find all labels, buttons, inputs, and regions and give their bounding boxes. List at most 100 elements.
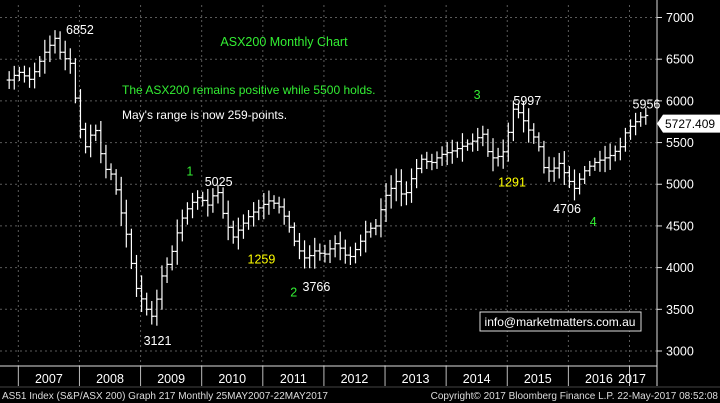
- ohlc-bar: [27, 67, 33, 88]
- ohlc-bar: [368, 222, 374, 238]
- ohlc-bar: [67, 48, 73, 74]
- annotation-label: 3766: [303, 280, 331, 294]
- ohlc-bar: [439, 146, 445, 166]
- footer-right: Copyright© 2017 Bloomberg Finance L.P. 2…: [431, 391, 719, 402]
- ohlc-bar: [643, 107, 649, 125]
- x-tick-label: 2009: [157, 372, 185, 386]
- ohlc-bar: [602, 145, 608, 173]
- annotation-label: 6852: [66, 23, 94, 37]
- ohlc-bar: [271, 195, 277, 209]
- y-tick-label: 7000: [666, 11, 694, 25]
- note-support: The ASX200 remains positive while 5500 h…: [122, 83, 375, 97]
- axis-layer: 3000 3500 4000 4500 5000 5500 6000 6500 7000 2007…: [0, 0, 694, 386]
- x-tick-label: 2013: [402, 372, 430, 386]
- ohlc-bar: [169, 245, 175, 271]
- ohlc-bar: [57, 31, 63, 60]
- ohlc-bar: [108, 163, 114, 181]
- grid-layer: [0, 5, 657, 366]
- ohlc-bar: [144, 292, 150, 316]
- ohlc-bar: [398, 169, 404, 207]
- annotation-label: 5997: [513, 94, 541, 108]
- ohlc-bar: [103, 144, 109, 179]
- annotation-label: 3: [474, 88, 481, 102]
- annotation-label: 3121: [144, 334, 172, 348]
- x-tick-label: 2014: [463, 372, 491, 386]
- ohlc-bar: [490, 138, 496, 172]
- ohlc-bar: [302, 240, 308, 269]
- ohlc-bar: [459, 133, 465, 162]
- ohlc-bar: [475, 127, 481, 151]
- ohlc-bar: [174, 219, 180, 265]
- ohlc-bar: [485, 128, 491, 157]
- note-range: May's range is now 259-points.: [122, 108, 287, 122]
- x-tick-label: 2007: [35, 372, 63, 386]
- ohlc-bar: [541, 140, 547, 174]
- ohlc-bar: [205, 188, 211, 217]
- ohlc-bar: [393, 168, 399, 202]
- ohlc-bar: [123, 199, 129, 248]
- x-tick-label: 2010: [218, 372, 246, 386]
- ohlc-bar: [6, 71, 12, 89]
- ohlc-bar: [510, 100, 516, 142]
- ohlc-bar: [307, 245, 313, 269]
- ohlc-bar: [256, 199, 262, 221]
- annotation-label: 5956: [633, 98, 661, 112]
- ohlc-bar: [296, 233, 302, 260]
- price-layer: [6, 30, 649, 326]
- y-tick-label: 4500: [666, 219, 694, 233]
- ohlc-bar: [266, 190, 272, 215]
- y-tick-label: 6000: [666, 94, 694, 108]
- ohlc-bar: [312, 237, 318, 269]
- ohlc-bar: [179, 209, 185, 242]
- ohlc-bar: [454, 141, 460, 158]
- ohlc-bar: [113, 169, 119, 195]
- x-tick-label: 2017: [618, 372, 646, 386]
- ohlc-bar: [88, 124, 94, 158]
- ohlc-bar: [628, 119, 634, 140]
- ohlc-bar: [444, 141, 450, 166]
- ohlc-bar: [72, 58, 78, 104]
- annotation-label: 1: [186, 165, 193, 179]
- ohlc-bar: [546, 156, 552, 182]
- annotation-label: 4706: [553, 202, 581, 216]
- label-layer: 6852 3121 1 5025 1259 2 3766 3 5997 1291 4706 4 5956…: [66, 23, 720, 348]
- ohlc-bar: [597, 150, 603, 172]
- current-value-badge: 5727.409: [657, 114, 720, 133]
- ohlc-bar: [220, 187, 226, 219]
- ohlc-bar: [577, 173, 583, 195]
- x-tick-label: 2011: [280, 372, 307, 386]
- ohlc-bar: [98, 120, 104, 164]
- ohlc-bar: [617, 137, 623, 161]
- ohlc-bar: [383, 183, 389, 222]
- ohlc-bar: [47, 35, 53, 63]
- ohlc-bar: [378, 198, 384, 238]
- ohlc-bar: [515, 103, 521, 119]
- ohlc-bar: [424, 151, 430, 169]
- ohlc-bar: [281, 198, 287, 225]
- annotation-label: 1259: [248, 252, 276, 266]
- ohlc-bar: [286, 210, 292, 233]
- ohlc-bar: [133, 254, 139, 297]
- ohlc-bar: [164, 257, 170, 283]
- ohlc-bar: [77, 89, 83, 139]
- ohlc-bar: [612, 145, 618, 162]
- ohlc-bar: [500, 139, 506, 169]
- ohlc-bar: [83, 122, 89, 154]
- ohlc-bar: [358, 234, 364, 257]
- ohlc-bar: [215, 184, 221, 204]
- ohlc-bar: [505, 122, 511, 162]
- current-value-text: 5727.409: [665, 117, 715, 131]
- ohlc-bar: [561, 151, 567, 186]
- y-tick-label: 5500: [666, 136, 694, 150]
- x-tick-label: 2016: [585, 372, 613, 386]
- ohlc-bar: [566, 166, 572, 189]
- x-tick-label: 2012: [341, 372, 369, 386]
- ohlc-bar: [159, 265, 165, 310]
- ohlc-bar: [582, 165, 588, 184]
- x-tick-label: 2015: [524, 372, 552, 386]
- ohlc-bar: [154, 289, 160, 326]
- ohlc-bar: [470, 133, 476, 152]
- ohlc-bar: [414, 159, 420, 189]
- annotation-label: 1291: [498, 176, 526, 190]
